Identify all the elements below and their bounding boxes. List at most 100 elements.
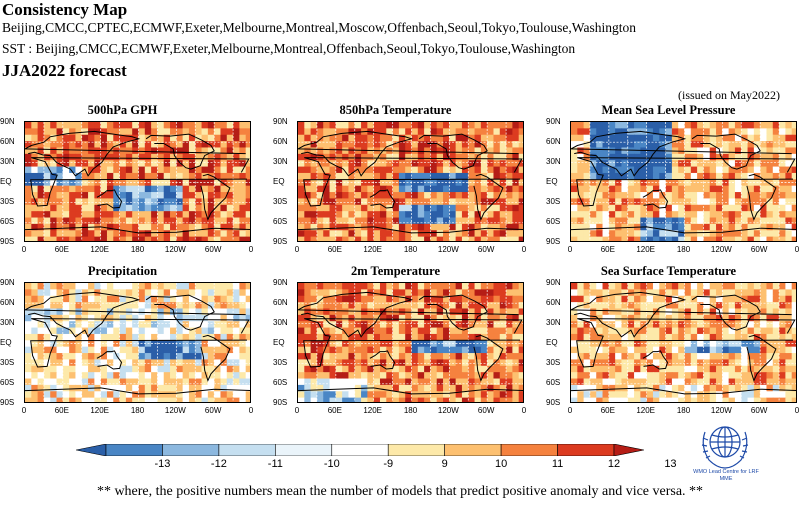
lat-tick-label: 60S [273,217,288,226]
lon-tick-label: 180 [676,245,691,254]
panel-title: Precipitation [87,264,158,278]
lon-tick-label: 0 [521,406,527,415]
lat-tick-label: 30N [0,157,15,166]
lat-tick-label: 90S [273,237,288,246]
lon-tick-label: 60W [477,406,495,415]
lat-tick-label: 60S [546,217,561,226]
lat-tick-label: 60S [0,217,15,226]
colorbar [76,444,644,456]
lon-tick-label: 120W [710,245,732,254]
footnote: ** where, the positive numbers mean the … [96,484,704,499]
lon-tick-label: 120W [710,406,732,415]
lat-tick-label: 30N [0,318,15,327]
lon-tick-label: 60E [600,406,615,415]
lat-tick-label: 30N [273,318,288,327]
lat-tick-label: EQ [0,177,12,186]
lon-tick-label: 60W [750,245,768,254]
lat-tick-label: 90S [546,237,561,246]
lat-tick-label: 60S [273,378,288,387]
lon-tick-label: 120E [90,245,109,254]
colorbar-segment [162,444,220,456]
lon-tick-label: 60W [750,406,768,415]
lat-tick-label: 90S [546,398,561,407]
anomaly-map [297,121,524,242]
lon-tick-label: 180 [130,406,145,415]
lat-tick-label: 60N [273,298,288,307]
lat-tick-label: 60S [0,378,15,387]
lat-tick-label: 90N [273,117,288,126]
page-title: Consistency Map [2,0,128,19]
anomaly-map [297,282,524,403]
anomaly-map [24,121,251,242]
lon-tick-label: 180 [403,406,418,415]
colorbar-segment [275,444,333,456]
lat-tick-label: EQ [0,338,12,347]
lat-tick-label: 90N [0,117,15,126]
lat-tick-label: 90S [0,398,15,407]
panel-title: 2m Temperature [351,264,440,278]
panel-title: 500hPa GPH [87,103,158,117]
colorbar-segment [331,444,389,456]
lon-tick-label: 0 [294,406,300,415]
lon-tick-label: 0 [794,245,800,254]
colorbar-label: -11 [267,458,283,470]
colorbar-min-arrow [76,444,107,456]
lat-tick-label: 60N [0,298,15,307]
lon-tick-label: 180 [676,406,691,415]
lat-tick-label: 60N [273,137,288,146]
map-panel: Mean Sea Level Pressure 90N 60N 30N EQ 30S 60S… [546,103,799,258]
colorbar-label: -12 [210,458,227,470]
lon-tick-label: 60W [204,245,222,254]
map-panel: Sea Surface Temperature 90N 60N 30N EQ 30S 60S… [546,264,799,419]
sst-models-list: SST : Beijing,CMCC,ECMWF,Exeter,Melbourn… [2,41,576,56]
lon-tick-label: 120W [437,245,459,254]
lon-tick-label: 120E [636,406,655,415]
lat-tick-label: 30S [0,358,15,367]
panel-title: 850hPa Temperature [339,103,452,117]
lon-tick-label: 60W [477,245,495,254]
panel-title: Sea Surface Temperature [600,264,737,278]
map-panel: Precipitation 90N 60N 30N EQ 30S 60S 90S 0 60E 120… [0,264,253,419]
lon-tick-label: 120E [636,245,655,254]
lat-tick-label: 30S [273,358,288,367]
lat-tick-label: 90N [546,278,561,287]
anomaly-map [570,121,797,242]
lon-tick-label: 120W [164,245,186,254]
lat-tick-label: 90N [0,278,15,287]
anomaly-map [570,282,797,403]
colorbar-label: 11 [551,458,564,470]
lat-tick-label: 30S [0,197,15,206]
lon-tick-label: 60E [327,245,342,254]
lat-tick-label: 60N [546,298,561,307]
lat-tick-label: 60N [546,137,561,146]
map-panel: 850hPa Temperature 90N 60N 30N EQ 30S 60S 90S 0 6… [273,103,526,258]
lon-tick-label: 0 [21,406,27,415]
panel-title: Mean Sea Level Pressure [601,103,736,117]
lon-tick-label: 60W [204,406,222,415]
forecast-title: JJA2022 forecast [2,61,127,80]
lat-tick-label: 90N [273,278,288,287]
lon-tick-label: 60E [600,245,615,254]
lon-tick-label: 60E [54,406,69,415]
models-list: Beijing,CMCC,CPTEC,ECMWF,Exeter,Melbourn… [2,20,636,35]
colorbar-max-arrow [613,444,644,456]
lon-tick-label: 0 [21,245,27,254]
lat-tick-label: 30N [273,157,288,166]
lat-tick-label: 90N [546,117,561,126]
lat-tick-label: EQ [546,338,558,347]
colorbar-label: -13 [154,458,171,470]
anomaly-map [24,282,251,403]
lat-tick-label: 30S [546,358,561,367]
lon-tick-label: 180 [130,245,145,254]
lon-tick-label: 120E [363,245,382,254]
colorbar-label: 9 [441,458,448,470]
lon-tick-label: 0 [521,245,527,254]
lat-tick-label: 60S [546,378,561,387]
map-panel: 500hPa GPH 90N 60N 30N EQ 30S 60S 90S 0 60E 120E 18… [0,103,253,258]
lat-tick-label: EQ [546,177,558,186]
lat-tick-label: 30N [546,318,561,327]
issued-date: (issued on May2022) [678,88,780,102]
lon-tick-label: 60E [327,406,342,415]
lon-tick-label: 120E [90,406,109,415]
lat-tick-label: EQ [273,177,285,186]
